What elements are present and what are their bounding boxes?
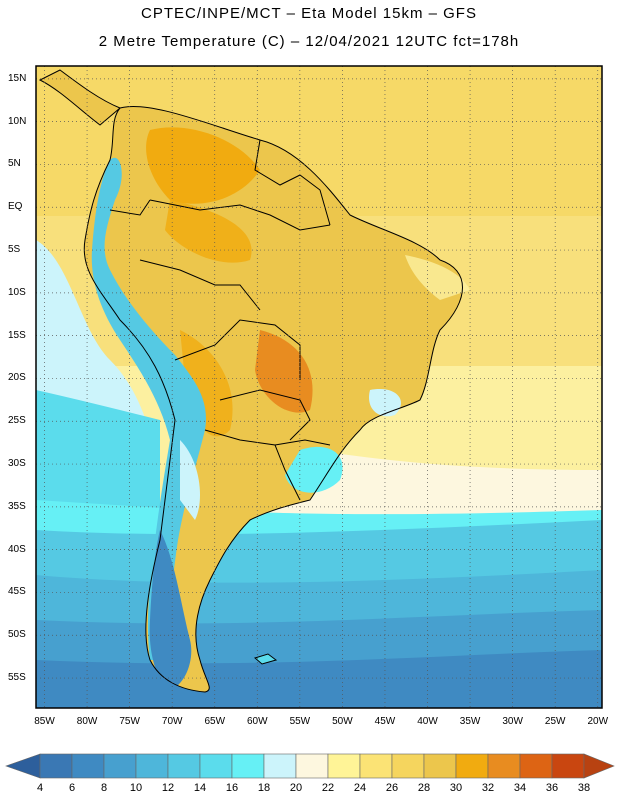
lon-label: 45W <box>374 716 396 727</box>
map-frame <box>35 65 603 709</box>
colorbar-swatch <box>135 753 169 779</box>
lat-label: 15N <box>8 72 27 84</box>
temperature-field <box>36 66 602 708</box>
colorbar-label: 38 <box>577 782 591 794</box>
lat-label: 20S <box>8 372 26 384</box>
lon-label: 65W <box>204 716 226 727</box>
colorbar-left-arrow <box>5 753 41 779</box>
lon-label: 70W <box>161 716 183 727</box>
colorbar-swatch <box>199 753 233 779</box>
colorbar-swatch <box>359 753 393 779</box>
colorbar-label: 20 <box>289 782 303 794</box>
lat-label: 10N <box>8 115 27 127</box>
colorbar-label: 22 <box>321 782 335 794</box>
colorbar <box>5 753 615 779</box>
colorbar-swatch <box>455 753 489 779</box>
lat-label: 50S <box>8 629 26 641</box>
colorbar-swatch <box>423 753 457 779</box>
colorbar-swatch <box>519 753 553 779</box>
lon-label: 80W <box>76 716 98 727</box>
lon-label: 85W <box>34 716 55 727</box>
lat-label: 30S <box>8 458 26 470</box>
lat-label: 40S <box>8 543 26 555</box>
colorbar-label: 30 <box>449 782 463 794</box>
lon-label: 35W <box>459 716 481 727</box>
colorbar-swatch <box>39 753 73 779</box>
lat-label: 45S <box>8 586 26 598</box>
colorbar-label: 24 <box>353 782 367 794</box>
colorbar-label: 36 <box>545 782 559 794</box>
map-subtitle: 2 Metre Temperature (C) – 12/04/2021 12U… <box>98 33 520 50</box>
colorbar-label: 6 <box>68 782 76 794</box>
colorbar-swatch <box>295 753 329 779</box>
colorbar-label: 12 <box>161 782 175 794</box>
colorbar-label: 32 <box>481 782 495 794</box>
colorbar-label: 4 <box>36 782 44 794</box>
colorbar-label: 16 <box>225 782 239 794</box>
lon-label: 55W <box>289 716 311 727</box>
map-title: CPTEC/INPE/MCT – Eta Model 15km – GFS <box>141 5 477 22</box>
lat-label: 15S <box>8 329 26 341</box>
lon-label: 30W <box>502 716 523 727</box>
colorbar-swatch <box>103 753 137 779</box>
colorbar-swatch <box>487 753 521 779</box>
colorbar-swatch <box>167 753 201 779</box>
colorbar-label: 18 <box>257 782 271 794</box>
colorbar-label: 14 <box>193 782 207 794</box>
lon-label: 25W <box>544 716 566 727</box>
colorbar-swatch <box>231 753 265 779</box>
lat-label: 10S <box>8 286 26 298</box>
colorbar-label: 26 <box>385 782 399 794</box>
colorbar-label: 10 <box>129 782 143 794</box>
lat-label: 35S <box>8 500 26 512</box>
lat-label: 5S <box>8 244 21 256</box>
colorbar-swatch <box>551 753 585 779</box>
lat-label: 25S <box>8 415 26 427</box>
lat-label: EQ <box>8 201 23 213</box>
colorbar-right-arrow <box>583 753 615 779</box>
central-america <box>38 69 121 126</box>
lon-label: 50W <box>332 716 353 727</box>
colorbar-swatch <box>71 753 105 779</box>
lat-label: 5N <box>8 158 21 170</box>
lon-label: 75W <box>119 716 140 727</box>
falkland-islands <box>253 653 278 665</box>
lat-label: 55S <box>8 672 26 684</box>
colorbar-label: 34 <box>513 782 527 794</box>
colorbar-label: 28 <box>417 782 431 794</box>
colorbar-swatch <box>327 753 361 779</box>
colorbar-label: 8 <box>100 782 108 794</box>
lon-label: 20W <box>587 716 609 727</box>
lon-label: 40W <box>417 716 438 727</box>
lon-label: 60W <box>247 716 268 727</box>
colorbar-swatch <box>391 753 425 779</box>
colorbar-swatch <box>263 753 297 779</box>
